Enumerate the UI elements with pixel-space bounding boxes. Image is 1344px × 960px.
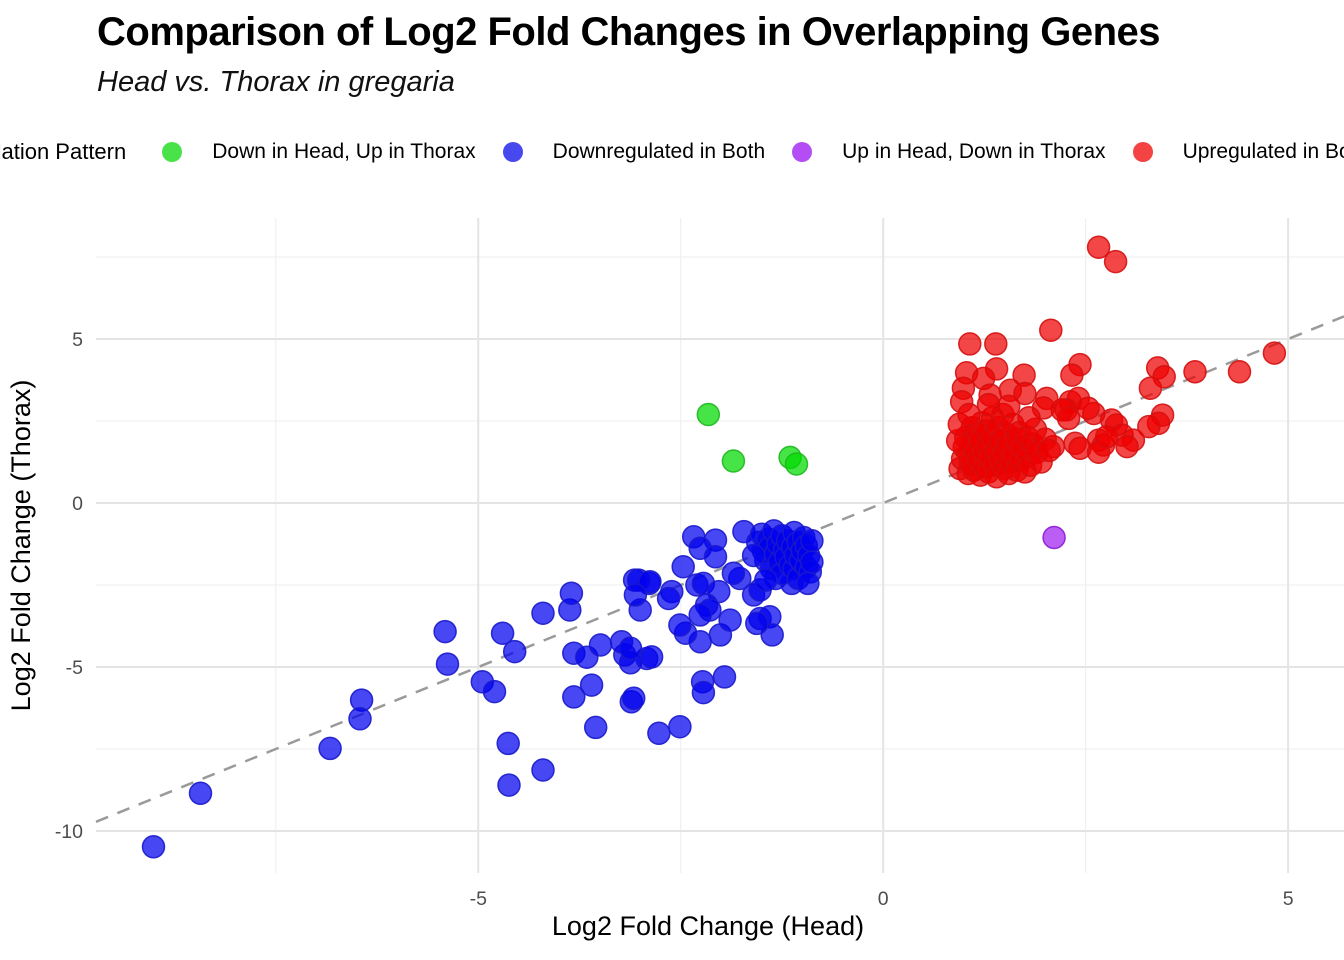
data-point [721,449,746,473]
data-point [583,715,608,740]
legend-title: Regulation Pattern [0,139,127,164]
page-title: Comparison of Log2 Fold Changes in Overl… [97,10,1161,54]
data-point [1086,235,1111,259]
data-point [1262,341,1287,365]
legend-item-label: Downregulated in Both [552,140,766,163]
data-point [668,613,692,637]
y-tick-label: -10 [55,821,83,843]
data-point [1183,360,1207,384]
legend-item-label: Down in Head, Up in Thorax [212,140,476,163]
data-point [668,714,692,739]
legend-key-dot-icon [792,142,813,162]
data-point [188,781,213,806]
data-point [712,665,737,689]
data-point [671,554,695,579]
data-point [1056,406,1081,431]
data-point [800,528,824,553]
data-point [957,402,981,427]
legend-key-dot-icon [502,142,523,162]
legend-item: Down in Head, Up in Thorax [162,140,476,164]
data-point [318,736,342,761]
data-point [1103,249,1128,274]
data-point [497,773,521,797]
y-axis-title: Log2 Fold Change (Thorax) [6,380,36,712]
data-point [1039,318,1063,342]
legend-key-dot-icon [1132,142,1153,162]
identity-line [95,315,1344,823]
data-point [1076,396,1100,420]
data-point [718,608,742,632]
legend-items: Down in Head, Up in Thorax Downregulated … [162,140,1344,164]
legend-item: Up in Head, Down in Thorax [792,140,1106,164]
legend: Regulation Pattern Down in Head, Up in T… [0,139,1344,165]
data-point [754,568,778,592]
data-point [796,571,820,596]
data-point [1060,363,1084,387]
x-tick-label: 0 [878,888,889,910]
data-point [623,583,648,607]
data-point [1115,434,1139,459]
data-point [496,731,520,756]
data-point [800,550,824,574]
data-point [688,603,712,627]
data-point [976,392,1001,417]
x-tick-label: 5 [1283,888,1294,910]
data-point [621,686,646,710]
data-point [1042,525,1066,550]
data-point [562,685,586,709]
data-point [141,835,166,859]
data-point [1037,438,1061,463]
data-point [741,543,766,568]
data-point [482,679,507,704]
legend-item-label: Upregulated in Both [1182,140,1344,163]
y-tick-label: 0 [72,493,83,515]
legend-key-dot-icon [162,142,183,162]
data-point [433,619,457,644]
data-point [721,561,746,585]
data-point [531,601,555,625]
data-point [996,394,1021,419]
data-point [656,586,681,611]
data-point [984,332,1008,356]
data-point [531,758,555,782]
data-point [638,569,662,594]
data-point [1137,414,1161,439]
data-point [784,452,809,476]
data-point [435,652,460,676]
page-subtitle: Head vs. Thorax in gregaria [97,66,455,98]
y-tick-label: 5 [72,329,83,351]
data-point [647,721,671,746]
data-point [958,332,982,356]
data-point [639,645,664,669]
legend-item-label: Up in Head, Down in Thorax [842,140,1106,163]
data-point [579,673,604,697]
data-point [490,621,515,645]
data-point [502,639,527,664]
data-point [745,611,769,636]
data-point [1138,376,1163,400]
data-point [1094,425,1119,449]
legend-item: Upregulated in Both [1132,140,1344,164]
data-point [703,545,728,569]
data-point [691,680,716,705]
data-point [1017,405,1041,430]
data-point [696,402,721,427]
data-point [348,707,372,731]
x-tick-label: -5 [470,888,487,910]
data-point [1227,360,1252,384]
data-point [618,636,643,661]
plot-svg: -5 0 5 5 0 -5 -10 Log2 Fold Change (Head) Log2 F… [6,218,1344,941]
y-tick-label: -5 [66,657,83,679]
legend-item: Downregulated in Both [502,140,766,164]
data-point [559,581,584,605]
data-point [1013,381,1037,406]
data-point [588,633,613,657]
x-axis-title: Log2 Fold Change (Head) [552,911,864,941]
